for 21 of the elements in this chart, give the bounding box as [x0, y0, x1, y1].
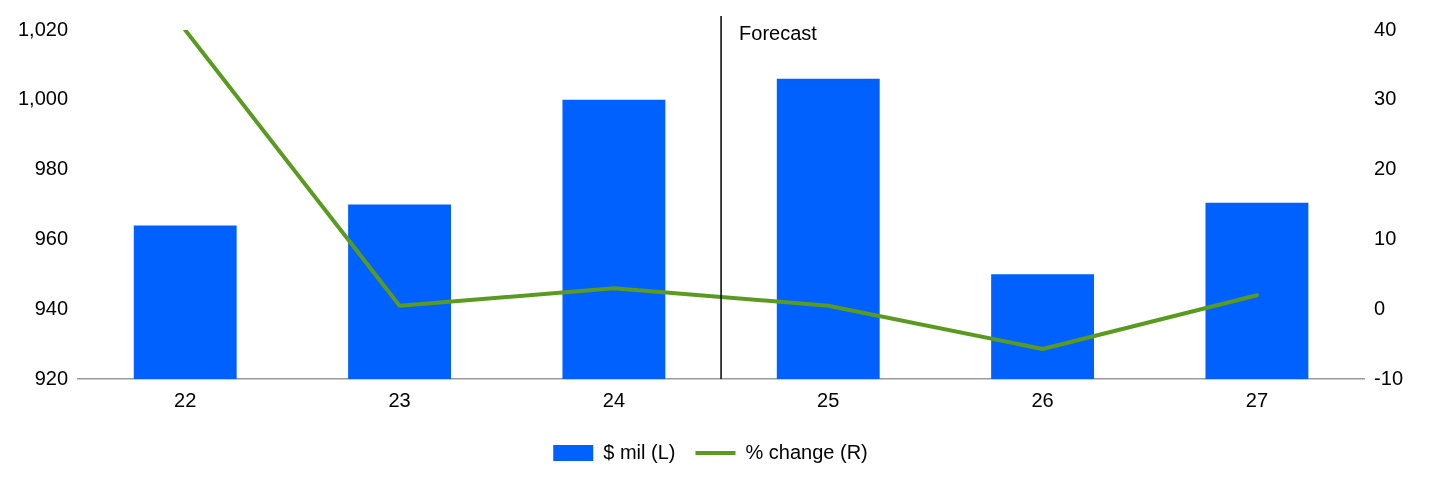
x-tick-label: 23: [388, 388, 411, 411]
x-tick-label: 24: [602, 388, 626, 411]
legend-label: $ mil (L): [603, 440, 676, 463]
x-tick-label: 27: [1245, 388, 1269, 411]
y-tick-label: 920: [34, 366, 69, 389]
y-tick-label: 940: [34, 296, 69, 319]
x-tick-label: 26: [1031, 388, 1054, 411]
x-tick-label: 25: [817, 388, 840, 411]
annotation: Forecast: [739, 21, 818, 44]
y2-tick-label: 0: [1374, 296, 1386, 319]
y-tick-label: 1,000: [17, 87, 69, 110]
y-tick-label: 960: [34, 226, 69, 249]
y-tick-label: 1,020: [17, 17, 69, 40]
y2-tick-label: -10: [1374, 366, 1403, 389]
y2-tick-label: 40: [1374, 17, 1397, 40]
legend-label: % change (R): [745, 440, 868, 463]
y2-tick-label: 30: [1374, 87, 1397, 110]
x-tick-label: 22: [174, 388, 197, 411]
y2-tick-label: 10: [1374, 226, 1397, 249]
y-tick-label: 980: [34, 157, 69, 180]
y2-tick-label: 20: [1374, 157, 1397, 180]
